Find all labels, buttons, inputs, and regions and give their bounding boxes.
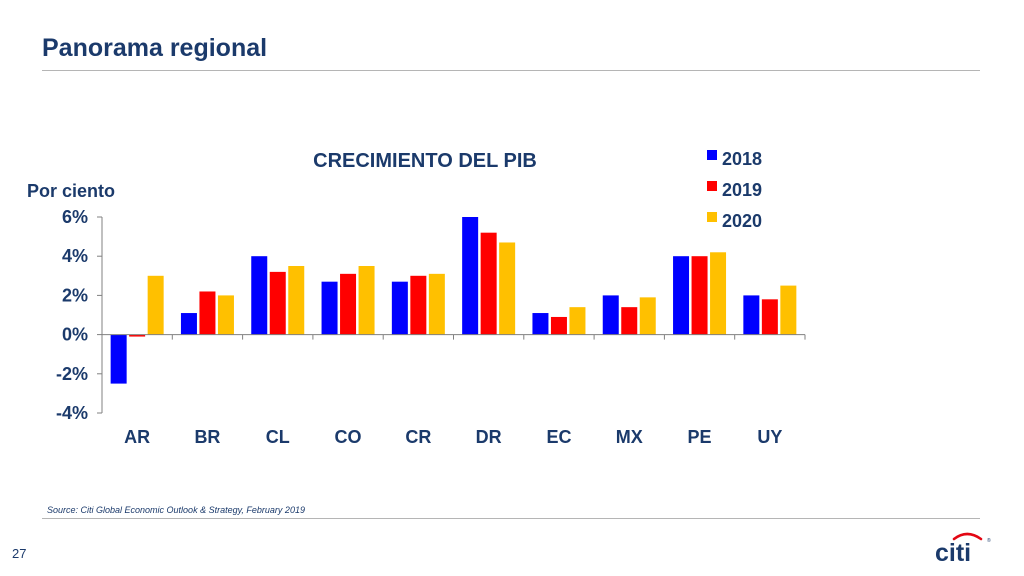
bar-ec-2020 xyxy=(569,307,586,335)
bar-cr-2019 xyxy=(410,275,427,335)
bar-ar-2018 xyxy=(110,334,127,384)
bar-ec-2019 xyxy=(550,316,567,335)
bar-uy-2018 xyxy=(743,295,760,335)
y-tick-label: 6% xyxy=(62,207,88,227)
bar-dr-2019 xyxy=(480,232,497,335)
source-note: Source: Citi Global Economic Outlook & S… xyxy=(47,505,305,515)
bar-ec-2018 xyxy=(532,313,549,335)
legend-swatch-2020 xyxy=(707,212,717,222)
legend-label-2019: 2019 xyxy=(722,180,762,200)
x-tick-label-dr: DR xyxy=(476,427,502,447)
bar-cl-2018 xyxy=(251,256,268,335)
x-tick-label-ar: AR xyxy=(124,427,150,447)
bar-dr-2020 xyxy=(499,242,516,335)
bar-cr-2018 xyxy=(391,281,408,335)
x-tick-label-co: CO xyxy=(335,427,362,447)
bar-pe-2019 xyxy=(691,256,708,335)
legend-swatch-2018 xyxy=(707,150,717,160)
gdp-growth-chart: CRECIMIENTO DEL PIB Por ciento 6% 4% 2% 0% -2%… xyxy=(27,149,806,447)
bar-co-2018 xyxy=(321,281,338,335)
legend-swatch-2019 xyxy=(707,181,717,191)
legend-label-2020: 2020 xyxy=(722,211,762,231)
x-tick-label-mx: MX xyxy=(616,427,643,447)
title-divider xyxy=(42,70,980,71)
x-tick-label-ec: EC xyxy=(546,427,571,447)
footer-divider xyxy=(42,518,980,519)
bar-cl-2019 xyxy=(269,271,286,335)
chart-title: CRECIMIENTO DEL PIB xyxy=(313,150,537,172)
bar-mx-2018 xyxy=(602,295,619,335)
x-tick-label-pe: PE xyxy=(688,427,712,447)
bar-dr-2018 xyxy=(462,217,479,335)
y-tick-label: 4% xyxy=(62,246,88,266)
y-tick-label: 0% xyxy=(62,325,88,345)
y-tick-label: -2% xyxy=(56,364,88,384)
bar-ar-2020 xyxy=(147,275,164,335)
bar-uy-2019 xyxy=(761,299,778,335)
bar-cl-2020 xyxy=(288,266,305,335)
legend-label-2018: 2018 xyxy=(722,149,762,169)
bar-co-2020 xyxy=(358,266,375,335)
bar-mx-2019 xyxy=(621,307,638,335)
y-axis-label: Por ciento xyxy=(27,181,115,201)
bar-ar-2019 xyxy=(129,334,146,337)
citi-logo: citi ® xyxy=(935,532,991,564)
x-tick-label-uy: UY xyxy=(757,427,782,447)
bar-uy-2020 xyxy=(780,285,797,335)
bar-br-2020 xyxy=(217,295,234,335)
bar-pe-2018 xyxy=(673,256,690,335)
svg-text:citi: citi xyxy=(935,539,971,564)
x-tick-label-cr: CR xyxy=(405,427,431,447)
page-number: 27 xyxy=(12,546,27,561)
y-tick-label: -4% xyxy=(56,403,88,423)
x-tick-label-br: BR xyxy=(194,427,220,447)
svg-text:®: ® xyxy=(987,537,991,544)
x-tick-label-cl: CL xyxy=(266,427,290,447)
bar-pe-2020 xyxy=(710,252,727,335)
bar-br-2018 xyxy=(180,313,197,335)
y-tick-label: 2% xyxy=(62,285,88,305)
bar-br-2019 xyxy=(199,291,216,335)
bar-co-2019 xyxy=(340,273,357,335)
bar-cr-2020 xyxy=(428,273,445,335)
bar-mx-2020 xyxy=(639,297,656,335)
slide-title: Panorama regional xyxy=(42,34,268,62)
